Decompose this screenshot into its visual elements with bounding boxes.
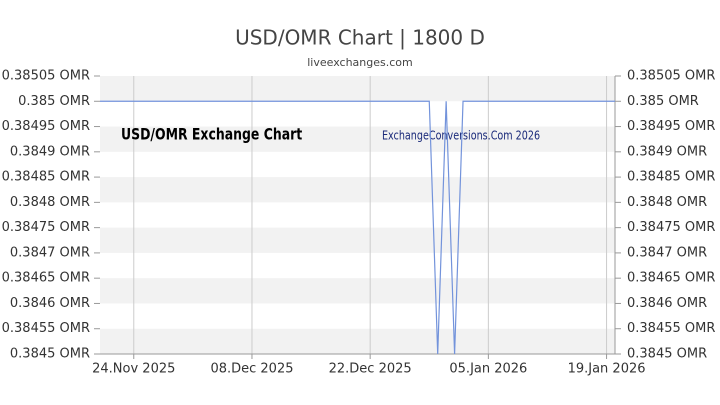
annotation: ExchangeConversions.Com 2026 [382,128,540,142]
grid-band [100,278,615,304]
x-tick-label: 22.Dec 2025 [329,362,412,377]
y2-tick-label: 0.38495 OMR [627,119,715,134]
y-tick-label: 0.3845 OMR [10,347,90,362]
x-tick-label: 08.Dec 2025 [210,362,293,377]
y2-tick-label: 0.3848 OMR [627,195,707,210]
y-tick-label: 0.38485 OMR [2,170,90,185]
annotation: USD/OMR Exchange Chart [121,126,302,144]
chart-subtitle: liveexchanges.com [307,56,412,69]
y-tick-label: 0.3849 OMR [10,144,90,159]
x-tick-label: 19.Jan 2026 [568,362,646,377]
y-tick-label: 0.38455 OMR [2,321,90,336]
grid-band [100,227,615,253]
y-tick-label: 0.38495 OMR [2,119,90,134]
y2-tick-label: 0.3849 OMR [627,144,707,159]
x-tick-label: 05.Jan 2026 [449,362,527,377]
y-tick-label: 0.38475 OMR [2,220,90,235]
y2-tick-label: 0.3847 OMR [627,245,707,260]
y-tick-label: 0.38465 OMR [2,271,90,286]
y-tick-label: 0.38505 OMR [2,69,90,84]
y2-tick-label: 0.3846 OMR [627,296,707,311]
y2-tick-label: 0.385 OMR [627,94,699,109]
y2-tick-label: 0.38475 OMR [627,220,715,235]
y2-tick-label: 0.38465 OMR [627,271,715,286]
grid-band [100,76,615,102]
y-tick-label: 0.3847 OMR [10,245,90,260]
grid-band [100,126,615,152]
x-tick-label: 24.Nov 2025 [92,362,175,377]
y-tick-label: 0.385 OMR [18,94,90,109]
y2-tick-label: 0.3845 OMR [627,347,707,362]
y2-tick-label: 0.38455 OMR [627,321,715,336]
y2-tick-label: 0.38505 OMR [627,69,715,84]
line [100,100,615,355]
y-tick-label: 0.3846 OMR [10,296,90,311]
grid-band [100,328,615,354]
chart-title: USD/OMR Chart | 1800 D [235,26,485,50]
y-tick-label: 0.3848 OMR [10,195,90,210]
y2-tick-label: 0.38485 OMR [627,170,715,185]
grid-band [100,177,615,203]
